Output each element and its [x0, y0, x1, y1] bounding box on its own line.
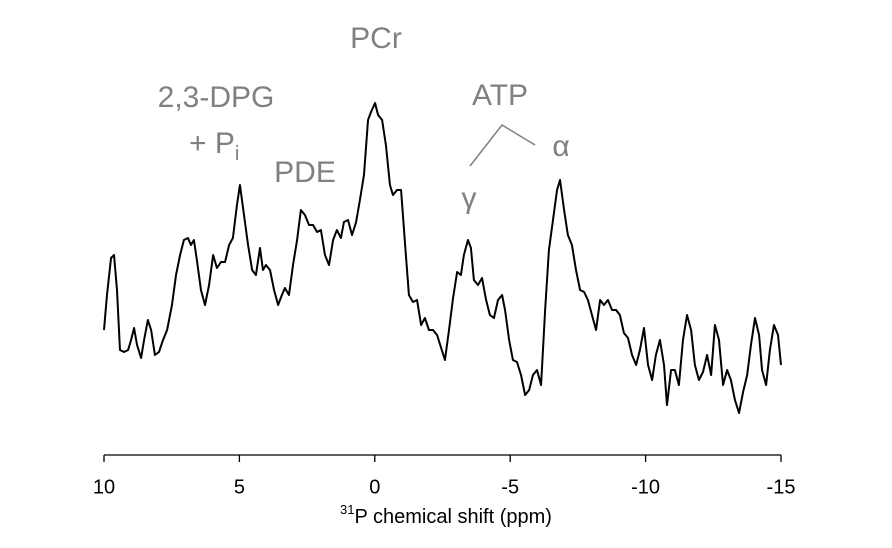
- annotation: PCr: [350, 22, 402, 55]
- x-tick-label: 5: [234, 476, 245, 498]
- x-tick-label: -5: [501, 476, 519, 498]
- annotation: 2,3-DPG: [158, 81, 275, 114]
- atp-bracket: [469, 124, 536, 167]
- spectrum-line: [103, 102, 782, 414]
- annotation: + P: [189, 127, 235, 160]
- x-axis-label-text: P chemical shift (ppm): [354, 506, 551, 528]
- x-tick-label: 10: [93, 476, 115, 498]
- annotation: γ: [462, 182, 477, 215]
- annotation-subscript: i: [235, 143, 239, 165]
- annotation: + Pi: [189, 127, 239, 165]
- x-axis-label: 31P chemical shift (ppm): [340, 502, 552, 528]
- x-tick-label: 0: [369, 476, 380, 498]
- x-axis-label-sup: 31: [340, 502, 354, 517]
- x-tick-label: -15: [767, 476, 796, 498]
- x-tick-label: -10: [631, 476, 660, 498]
- annotation: PDE: [274, 156, 336, 189]
- annotation: α: [552, 130, 569, 163]
- annotation: ATP: [472, 79, 528, 112]
